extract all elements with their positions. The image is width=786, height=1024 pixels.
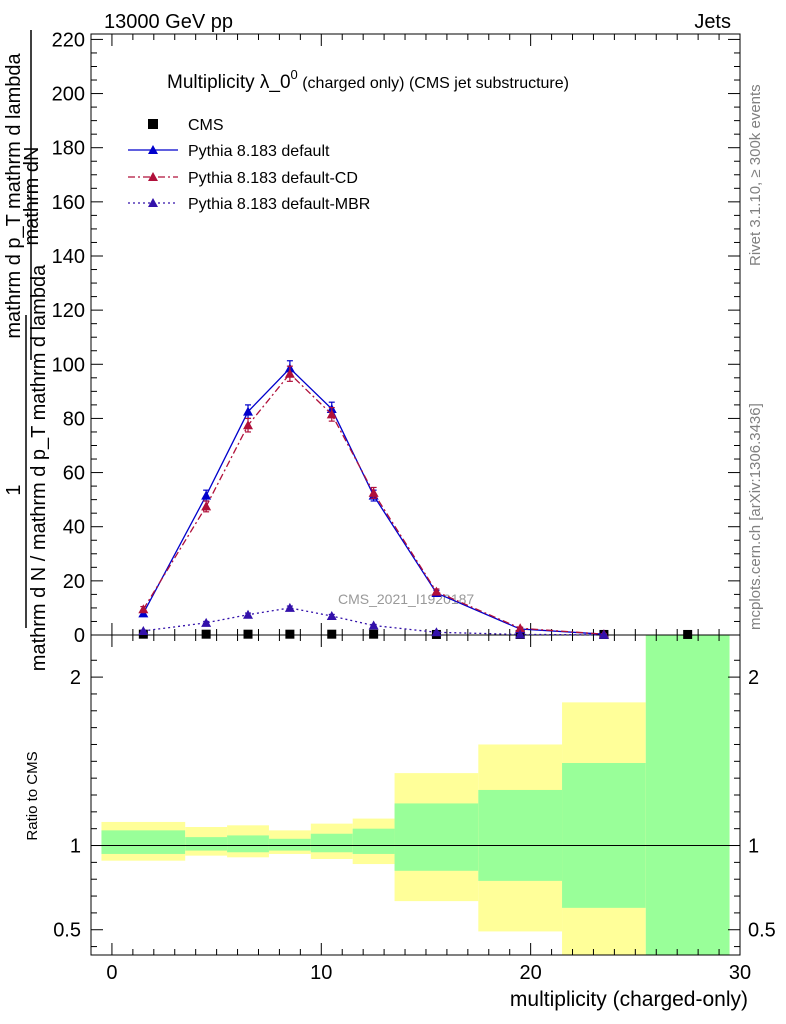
- ratio-band-green-8: [562, 763, 646, 908]
- y-tick-label-1: 20: [63, 571, 85, 593]
- data-point-2-2: [243, 420, 254, 430]
- data-point-cms-2: [243, 629, 253, 639]
- ratio-y-tick-label-right-0: 0.5: [748, 920, 776, 942]
- header-jets-label: Jets: [694, 11, 731, 33]
- data-point-3-8: [598, 629, 609, 639]
- x-axis-label: multiplicity (charged-only): [510, 988, 748, 1011]
- ratio-band-green-2: [227, 835, 269, 853]
- data-point-cms-9: [683, 629, 693, 639]
- chart-title-sub: (charged only) (CMS jet substructure): [298, 75, 569, 92]
- y-tick-label-9: 180: [52, 138, 85, 160]
- y-tick-label-7: 140: [52, 246, 85, 268]
- data-point-cms-3: [285, 629, 295, 639]
- legend-marker-1: [148, 145, 158, 154]
- ratio-band-green-9: [645, 635, 730, 955]
- legend-label-3: Pythia 8.183 default-MBR: [188, 196, 370, 213]
- y-label-lower: mathrm d N / mathrm d p_T mathrm d lambd…: [28, 264, 50, 671]
- ratio-y-tick-label-right-1: 1: [748, 836, 759, 858]
- x-tick-label-2: 20: [520, 962, 542, 984]
- mcplots-label: mcplots.cern.ch [arXiv:1306.3436]: [747, 403, 764, 630]
- y-label-upper: mathrm dN: [21, 147, 43, 246]
- y-tick-label-4: 80: [63, 408, 85, 430]
- data-point-2-0: [138, 604, 149, 614]
- ratio-ticks: 0.5 0.51 12 20 10 20 30: [53, 635, 776, 984]
- legend-marker-2: [148, 172, 158, 181]
- ratio-band-green-6: [394, 803, 479, 871]
- main-ticks: 0 20 40 60 80 100 120 140 160 180 200 220: [52, 29, 741, 647]
- legend-label-0: CMS: [188, 117, 224, 134]
- x-tick-label-1: 10: [310, 962, 332, 984]
- data-point-2-1: [201, 501, 212, 511]
- data-point-3-0: [138, 625, 149, 635]
- y-tick-label-8: 160: [52, 192, 85, 214]
- ratio-band-green-3: [268, 838, 311, 851]
- data-point-3-7: [515, 629, 526, 639]
- chart-title: Multiplicity λ_00 (charged only) (CMS je…: [167, 67, 569, 93]
- data-point-3-3: [284, 602, 295, 612]
- ratio-band-green-5: [352, 828, 395, 854]
- x-tick-label-3: 30: [729, 962, 751, 984]
- data-point-cms-5: [369, 629, 379, 639]
- ratio-y-tick-label-right-2: 2: [748, 667, 759, 689]
- data-point-3-4: [326, 611, 337, 621]
- y-label-mid: mathrm d p_T mathrm d lambda: [3, 52, 25, 338]
- y-tick-label-6: 120: [52, 300, 85, 322]
- y-tick-label-2: 40: [63, 517, 85, 539]
- x-tick-label-0: 0: [106, 962, 117, 984]
- data-point-3-6: [431, 627, 442, 637]
- y-tick-label-10: 200: [52, 84, 85, 106]
- data-point-3-2: [243, 609, 254, 619]
- y-tick-label-5: 100: [52, 354, 85, 376]
- ratio-y-tick-label-left-2: 2: [70, 667, 81, 689]
- legend-marker-0: [148, 119, 158, 129]
- ratio-band-green-1: [185, 837, 228, 851]
- data-point-2-6: [431, 586, 442, 596]
- ratio-band-green-4: [310, 833, 353, 853]
- legend-label-1: Pythia 8.183 default: [188, 143, 330, 160]
- ratio-band-green-0: [101, 830, 186, 854]
- y-tick-label-0: 0: [74, 625, 85, 647]
- ratio-bands: [91, 635, 740, 955]
- legend-marker-3: [148, 198, 158, 207]
- ratio-y-tick-label-left-1: 1: [70, 836, 81, 858]
- data-point-cms-4: [327, 629, 337, 639]
- series-layer: [138, 360, 693, 639]
- legend: CMS Pythia 8.183 default Pythia 8.183 defa…: [128, 117, 370, 213]
- y-tick-label-3: 60: [63, 463, 85, 485]
- ratio-band-green-7: [478, 789, 563, 881]
- y-tick-label-11: 220: [52, 29, 85, 51]
- data-point-3-5: [368, 620, 379, 630]
- data-point-1-2: [243, 406, 254, 416]
- ratio-y-axis-label: Ratio to CMS: [24, 751, 41, 840]
- data-point-2-4: [326, 409, 337, 419]
- data-point-2-7: [515, 623, 526, 633]
- legend-label-2: Pythia 8.183 default-CD: [188, 170, 358, 187]
- series-0: [138, 629, 693, 639]
- series-3: [138, 602, 609, 639]
- chart-title-sup: 0: [291, 67, 298, 82]
- y-label-one: 1: [3, 484, 25, 495]
- main-y-axis-label: mathrm dN mathrm d p_T mathrm d lambda 1…: [3, 30, 50, 671]
- chart-title-main: Multiplicity λ_0: [167, 72, 291, 93]
- data-point-3-1: [201, 617, 212, 627]
- header-energy-label: 13000 GeV pp: [104, 11, 233, 33]
- data-point-2-3: [284, 368, 295, 378]
- data-point-1-1: [201, 490, 212, 500]
- rivet-version-label: Rivet 3.1.10, ≥ 300k events: [747, 84, 764, 266]
- data-point-2-5: [368, 487, 379, 497]
- ratio-y-tick-label-left-0: 0.5: [53, 920, 81, 942]
- data-point-cms-1: [201, 629, 211, 639]
